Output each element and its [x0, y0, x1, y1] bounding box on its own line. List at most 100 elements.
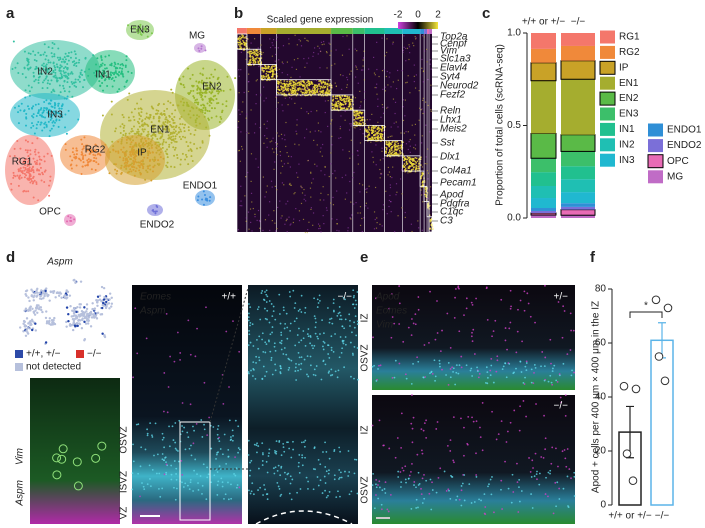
- signal-dot: [413, 481, 416, 483]
- cell-dot: [138, 169, 141, 172]
- signal-dot: [304, 311, 306, 314]
- cell-dot: [71, 328, 75, 332]
- signal-dot: [149, 422, 152, 425]
- cell-dot: [75, 310, 78, 314]
- cell-dot: [40, 114, 43, 117]
- hm-cell: [315, 84, 318, 86]
- cell-dot: [133, 132, 136, 135]
- hm-cell: [408, 58, 410, 61]
- cell-dot: [114, 150, 117, 153]
- cell-dot: [81, 165, 84, 168]
- hm-cell: [275, 148, 277, 150]
- hm-cell: [281, 61, 283, 63]
- hm-cell: [324, 81, 327, 84]
- hm-cell: [250, 180, 252, 183]
- hm-cell: [418, 165, 421, 167]
- hm-cell: [238, 39, 241, 41]
- hm-cell: [373, 56, 375, 59]
- signal-dot: [174, 498, 177, 501]
- hm-cell: [254, 62, 257, 64]
- hm-cell: [409, 162, 412, 164]
- cell-dot: [36, 137, 39, 140]
- hm-cell: [370, 126, 373, 128]
- cell-dot: [207, 87, 210, 90]
- signal-dot: [446, 312, 449, 315]
- signal-dot: [300, 311, 303, 313]
- hm-cell: [319, 90, 321, 93]
- hm-cell: [328, 84, 330, 87]
- cell-dot: [42, 297, 45, 300]
- hm-cell: [302, 88, 304, 90]
- cell-dot: [104, 67, 107, 70]
- cluster-strip: [384, 28, 403, 34]
- hm-cell: [405, 160, 408, 163]
- hm-cell: [324, 174, 326, 176]
- cell-dot: [181, 123, 184, 126]
- cell-dot: [121, 67, 124, 70]
- cluster-label: OPC: [39, 207, 61, 218]
- cell-dot: [125, 55, 128, 58]
- signal-dot: [398, 285, 401, 287]
- signal-dot: [279, 365, 282, 368]
- signal-dot: [309, 342, 311, 345]
- hm-cell: [374, 125, 376, 128]
- hm-cell: [255, 103, 257, 105]
- signal-dot: [422, 429, 425, 432]
- cell-dot: [194, 99, 197, 102]
- signal-dot: [524, 376, 526, 379]
- cluster-label: RG2: [85, 145, 106, 156]
- hm-cell: [298, 210, 301, 212]
- hm-cell: [277, 47, 279, 49]
- cell-dot: [65, 325, 68, 328]
- cell-dot: [65, 320, 68, 324]
- hm-cell: [245, 217, 247, 219]
- signal-dot: [197, 482, 199, 484]
- hm-cell: [313, 51, 315, 54]
- signal-dot: [544, 437, 547, 440]
- signal-dot: [549, 374, 552, 377]
- hm-cell: [359, 111, 362, 114]
- cell-dot: [40, 107, 43, 110]
- signal-dot: [264, 291, 266, 293]
- signal-dot: [332, 309, 335, 312]
- hm-cell: [422, 184, 424, 187]
- hm-cell: [268, 76, 270, 79]
- cell-dot: [50, 91, 53, 94]
- hm-cell: [320, 41, 323, 43]
- hm-cell: [251, 201, 253, 203]
- hm-cell: [415, 164, 418, 167]
- hm-cell: [395, 121, 397, 123]
- hm-cell: [287, 86, 289, 88]
- hm-cell: [425, 196, 428, 199]
- cell-dot: [161, 124, 164, 127]
- cell-dot: [103, 63, 106, 66]
- signal-dot: [431, 372, 434, 375]
- cell-dot: [173, 121, 176, 124]
- signal-dot: [552, 367, 554, 370]
- signal-dot: [299, 368, 302, 371]
- cluster-strip: [352, 28, 365, 34]
- cell-dot: [173, 166, 176, 169]
- signal-dot: [298, 454, 301, 456]
- signal-dot: [297, 461, 300, 464]
- signal-dot: [470, 335, 473, 338]
- hm-cell: [239, 205, 241, 207]
- hm-cell: [394, 143, 397, 146]
- signal-dot: [168, 445, 171, 448]
- cell-dot: [48, 317, 52, 320]
- hm-cell: [386, 38, 388, 40]
- colorbar: [398, 22, 438, 29]
- hm-cell: [325, 83, 327, 85]
- cell-dot: [128, 132, 131, 135]
- hm-cell: [298, 220, 301, 222]
- cell-dot: [78, 322, 81, 325]
- hm-cell: [350, 201, 352, 203]
- signal-dot: [141, 482, 143, 484]
- cell-dot: [73, 64, 76, 67]
- signal-dot: [289, 482, 292, 485]
- signal-dot: [282, 309, 285, 312]
- hm-cell: [306, 39, 308, 42]
- hm-cell: [421, 108, 423, 110]
- hm-cell: [381, 150, 383, 152]
- signal-dot: [230, 483, 232, 486]
